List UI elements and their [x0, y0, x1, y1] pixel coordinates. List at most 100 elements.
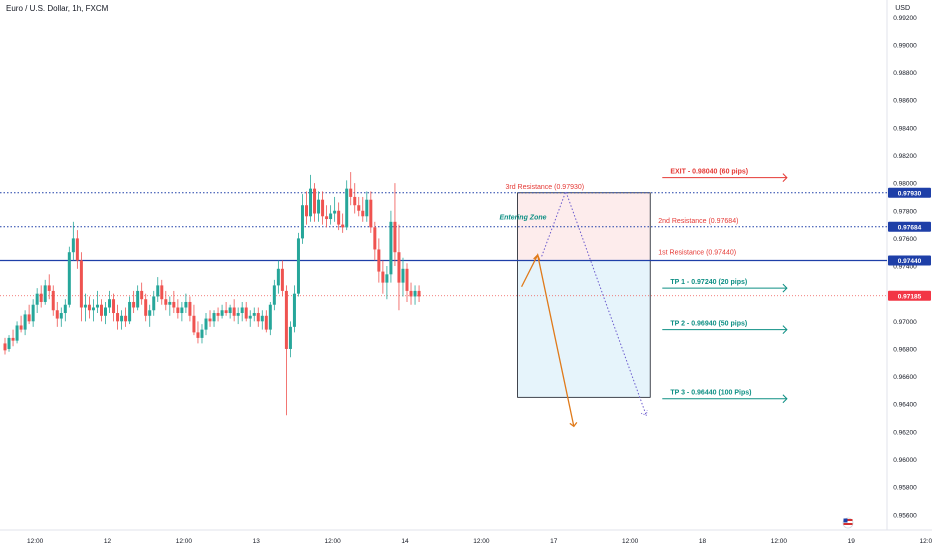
candle-body — [228, 307, 232, 314]
candle-body — [377, 249, 381, 272]
candle-body — [272, 285, 276, 305]
candle-body — [19, 325, 23, 330]
candle-body — [313, 188, 317, 214]
y-tick-label: 0.99200 — [893, 15, 917, 22]
candle-body — [305, 205, 308, 217]
candle-body — [220, 310, 224, 316]
candle-body — [124, 315, 128, 322]
exit-target-arrowhead — [782, 173, 788, 182]
y-tick-label: 0.96400 — [893, 402, 917, 409]
level-price-badge-text: 0.97440 — [898, 258, 922, 265]
resistance-3-label: 3rd Resistance (0.97930) — [506, 184, 585, 191]
candle-body — [15, 325, 19, 341]
level-price-badge — [888, 187, 931, 198]
orange-mid-arrowhead — [533, 253, 541, 261]
tp3-target-arrowhead — [782, 394, 788, 404]
candle-body — [51, 290, 55, 311]
candle-body — [224, 310, 228, 314]
candle-body — [7, 337, 11, 349]
candle-body — [240, 307, 244, 314]
y-tick-label: 0.96600 — [893, 374, 917, 381]
candle-body — [232, 307, 236, 316]
candle-body — [260, 315, 264, 322]
candle-body — [63, 304, 67, 314]
candle-body — [296, 238, 300, 294]
candle-body — [164, 299, 168, 305]
candle-body — [87, 304, 91, 311]
us-flag-canton — [843, 518, 848, 523]
candle-body — [413, 290, 417, 297]
candle-body — [341, 224, 345, 228]
candle-body — [136, 290, 140, 308]
candle-body — [176, 307, 180, 314]
candle-body — [216, 313, 220, 316]
orange-arrowhead — [569, 421, 578, 428]
candle-body — [292, 293, 296, 327]
candle-body — [144, 299, 148, 316]
candle-body — [252, 313, 256, 316]
candle-body — [196, 332, 200, 338]
x-tick-label: 12:00 — [622, 538, 639, 545]
candle-body — [59, 313, 63, 319]
candle-body — [67, 252, 71, 305]
candle-body — [99, 304, 103, 316]
x-tick-label: 19 — [848, 538, 856, 545]
candle-body — [401, 268, 405, 283]
tp3-target-label: TP 3 - 0.96440 (100 Pips) — [670, 390, 751, 397]
candle-body — [321, 199, 325, 217]
candle-body — [108, 299, 112, 308]
tp2-target-arrowhead — [782, 325, 788, 334]
candle-body — [212, 313, 216, 322]
last-price-badge — [888, 290, 931, 301]
candle-body — [192, 315, 196, 333]
us-flag-stripe — [843, 519, 853, 521]
candle-body — [168, 301, 172, 305]
candle-body — [180, 307, 184, 314]
candle-body — [55, 310, 59, 319]
x-tick-label: 12 — [104, 538, 112, 545]
tp1-target-arrowhead — [782, 283, 788, 293]
y-tick-label: 0.95800 — [893, 485, 917, 492]
candle-body — [27, 314, 31, 322]
resistance-2-label: 2nd Resistance (0.97684) — [658, 218, 738, 225]
candle-body — [264, 315, 268, 330]
y-tick-label: 0.98400 — [893, 125, 917, 132]
us-flag-stripe — [843, 523, 853, 525]
candle-body — [357, 205, 361, 211]
candle-body — [244, 307, 248, 319]
candle-body — [91, 307, 95, 311]
candle-body — [71, 238, 75, 253]
dotted-projection-path — [541, 189, 647, 416]
candle-body — [120, 315, 124, 322]
y-tick-label: 0.97600 — [893, 236, 917, 243]
candle-body — [333, 210, 337, 214]
y-tick-label: 0.95600 — [893, 512, 917, 519]
candle-body — [116, 313, 120, 322]
candle-body — [79, 260, 83, 308]
y-tick-label: 0.96000 — [893, 457, 917, 464]
candle-body — [83, 304, 87, 308]
candle-body — [417, 290, 421, 297]
candle-body — [329, 213, 333, 220]
candle-body — [39, 293, 43, 302]
level-price-badge — [888, 255, 931, 266]
candle-body — [75, 238, 79, 261]
candle-body — [140, 290, 144, 300]
x-tick-label: 12:00 — [771, 538, 788, 545]
tp1-target-label: TP 1 - 0.97240 (20 pips) — [670, 279, 747, 286]
tp2-target-label: TP 2 - 0.96940 (50 pips) — [670, 321, 747, 328]
candle-body — [276, 268, 280, 286]
candle-body — [385, 274, 389, 283]
candle-body — [184, 301, 188, 308]
y-tick-label: 0.96800 — [893, 346, 917, 353]
candle-body — [95, 304, 99, 308]
candle-body — [204, 318, 208, 330]
x-tick-label: 18 — [699, 538, 707, 545]
candle-body — [288, 326, 292, 349]
y-tick-label: 0.97000 — [893, 319, 917, 326]
candle-body — [405, 268, 409, 291]
candle-body — [156, 285, 160, 297]
resistance-1-label: 1st Resistance (0.97440) — [658, 250, 736, 257]
candle-body — [23, 314, 27, 330]
